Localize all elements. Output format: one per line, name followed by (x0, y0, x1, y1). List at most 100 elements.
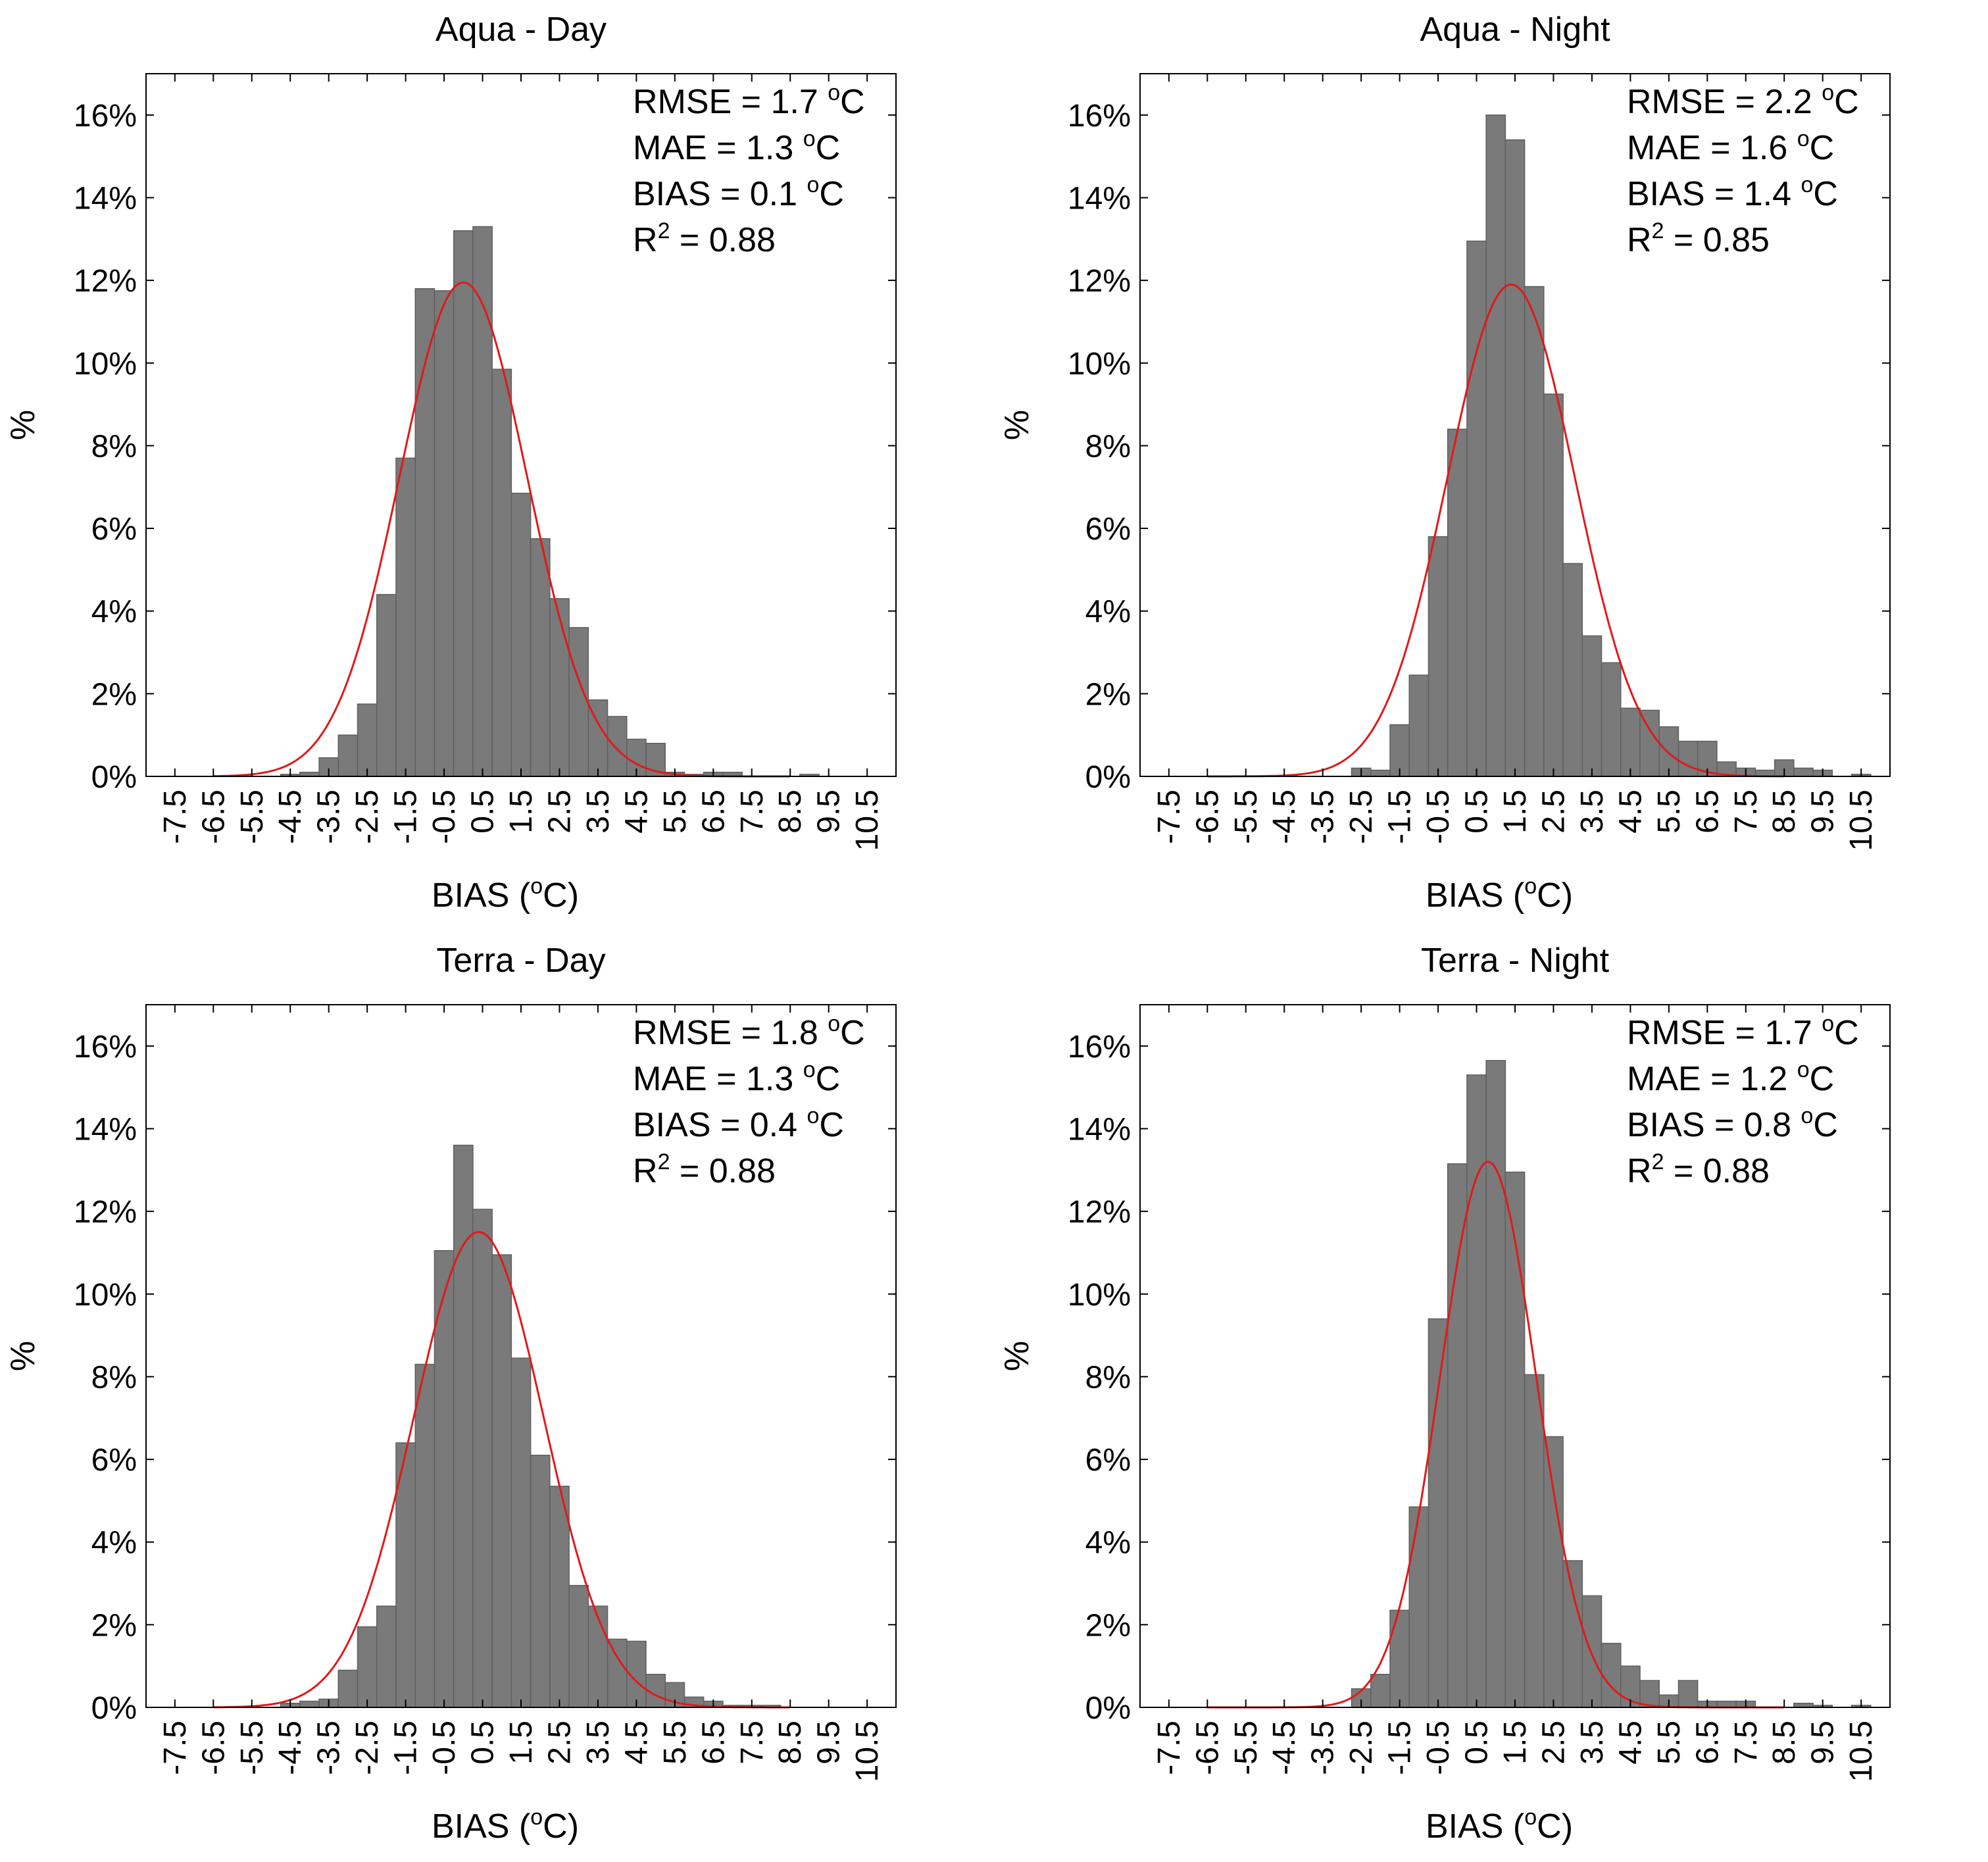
histogram-bar (1504, 139, 1526, 777)
x-tick-label: -4.5 (1267, 790, 1302, 844)
x-axis-label-main: BIAS ( (1426, 1807, 1525, 1846)
stat-mae-unit: C (816, 129, 841, 167)
x-tick-label: -3.5 (312, 1721, 347, 1775)
x-tick-label: 7.5 (1729, 790, 1764, 834)
x-tick-label: 7.5 (735, 790, 770, 834)
x-tick-label: -6.5 (196, 790, 231, 844)
histogram-bar (491, 1254, 512, 1708)
stat-bias-unit: C (1813, 1106, 1838, 1144)
stat-r2: R2 = 0.88 (633, 218, 776, 259)
stat-rmse-degree: o (1822, 80, 1834, 105)
y-tick-label: 12% (74, 264, 137, 299)
y-tick-label: 8% (1085, 1360, 1131, 1395)
x-tick-label: 9.5 (812, 1721, 847, 1765)
y-tick-label: 12% (74, 1195, 137, 1230)
histogram-bar (1581, 635, 1603, 777)
x-tick-label: -7.5 (1152, 790, 1187, 844)
histogram-bar (1639, 1680, 1660, 1708)
x-tick-label: 1.5 (1498, 790, 1533, 834)
stat-bias-degree: o (807, 1103, 820, 1128)
histogram-bar (357, 703, 378, 777)
y-tick-label: 0% (1085, 1691, 1131, 1726)
y-tick-label: 4% (1085, 595, 1131, 630)
x-tick-label: 3.5 (581, 790, 616, 834)
histogram-bar (1428, 536, 1449, 777)
x-axis-label-unit: C) (1537, 1807, 1573, 1846)
histogram-bar (1504, 1171, 1526, 1708)
y-tick-label: 2% (1085, 677, 1131, 712)
y-tick-label: 2% (1085, 1608, 1131, 1643)
y-tick-label: 10% (74, 347, 137, 382)
x-tick-label: -3.5 (312, 790, 347, 844)
stat-r2-value: = 0.88 (670, 1152, 775, 1190)
histogram-bar (1370, 769, 1391, 777)
x-tick-label: -5.5 (1229, 790, 1264, 844)
stat-r2-symbol: R (1627, 1152, 1652, 1190)
x-tick-label: 3.5 (1575, 1721, 1610, 1765)
x-tick-label: -6.5 (1190, 790, 1225, 844)
y-tick-label: 0% (1085, 760, 1131, 795)
normal-fit-curve (213, 1230, 791, 1709)
histogram-bar (1601, 662, 1622, 777)
x-tick-label: -4.5 (273, 1721, 308, 1775)
histogram-bar (472, 1209, 493, 1708)
histogram-bar (1562, 563, 1583, 777)
x-tick-label: -0.5 (427, 790, 462, 844)
x-tick-label: -0.5 (427, 1721, 462, 1775)
x-tick-label: -5.5 (235, 790, 270, 844)
y-tick-label: 0% (91, 1691, 137, 1726)
stat-bias: BIAS = 0.8 oC (1627, 1103, 1838, 1144)
histogram-bar (1524, 286, 1545, 777)
stat-rmse-degree: o (828, 1011, 840, 1036)
x-tick-label: 10.5 (850, 1721, 885, 1782)
stat-rmse-unit: C (840, 1014, 865, 1052)
stat-r2-value: = 0.85 (1664, 221, 1769, 259)
chart-title: Aqua - Night (1420, 11, 1610, 49)
x-axis-label: BIAS (oC) (1426, 874, 1573, 915)
stat-bias: BIAS = 1.4 oC (1627, 172, 1838, 213)
x-tick-label: -7.5 (1152, 1721, 1187, 1775)
histogram-bar (337, 1669, 359, 1708)
x-axis-label-degree: o (530, 874, 543, 899)
chart-svg: Aqua - Day 0% 2% 4% 6% 8% 10% 12% 14% 16% -7.5 -6.5… (4, 11, 897, 915)
x-axis-label-unit: C) (543, 876, 579, 915)
y-tick-label: 8% (91, 429, 137, 464)
x-tick-label: 2.5 (542, 790, 577, 834)
stat-bias-text: BIAS = 0.1 (633, 175, 807, 213)
stat-bias-degree: o (1801, 1103, 1814, 1128)
x-axis-label-main: BIAS ( (1426, 876, 1525, 915)
x-tick-label: -7.5 (158, 1721, 193, 1775)
x-tick-label: 9.5 (1806, 1721, 1841, 1765)
x-tick-label: 9.5 (1806, 790, 1841, 834)
x-tick-label: 6.5 (696, 790, 731, 834)
histogram-bar (568, 1584, 589, 1708)
stat-bias-text: BIAS = 0.4 (633, 1106, 807, 1144)
stat-rmse-unit: C (1834, 83, 1859, 121)
x-tick-label: -2.5 (350, 790, 385, 844)
x-tick-label: -0.5 (1421, 790, 1456, 844)
y-tick-label: 16% (74, 1030, 137, 1065)
histogram-bar (530, 1455, 551, 1708)
histogram-bar (549, 1486, 570, 1708)
histogram-bar (1524, 1374, 1545, 1708)
stat-bias-unit: C (1813, 175, 1838, 213)
stat-r2-exponent: 2 (1652, 218, 1664, 243)
chart-svg: Terra - Night0%2%4%6%8%10%12%14%16%-7.5-… (998, 942, 1891, 1846)
stat-r2-symbol: R (633, 221, 658, 259)
histogram-bar (1543, 393, 1564, 777)
x-tick-label: 0.5 (466, 1721, 501, 1765)
bars-group (1351, 114, 1872, 777)
histogram-bar (530, 538, 551, 777)
histogram-bar (434, 290, 455, 777)
x-tick-label: 1.5 (1498, 1721, 1533, 1765)
x-tick-label: 8.5 (773, 790, 808, 834)
histogram-bar (376, 593, 397, 777)
histogram-bar (607, 716, 628, 777)
stat-bias: BIAS = 0.1 oC (633, 172, 844, 213)
x-axis-label: BIAS (oC) (432, 874, 579, 915)
x-tick-label: -2.5 (1344, 1721, 1379, 1775)
x-tick-label: 3.5 (1575, 790, 1610, 834)
x-tick-label: 2.5 (1536, 790, 1571, 834)
histogram-bar (1601, 1642, 1622, 1708)
stat-mae: MAE = 1.3 oC (633, 126, 840, 167)
